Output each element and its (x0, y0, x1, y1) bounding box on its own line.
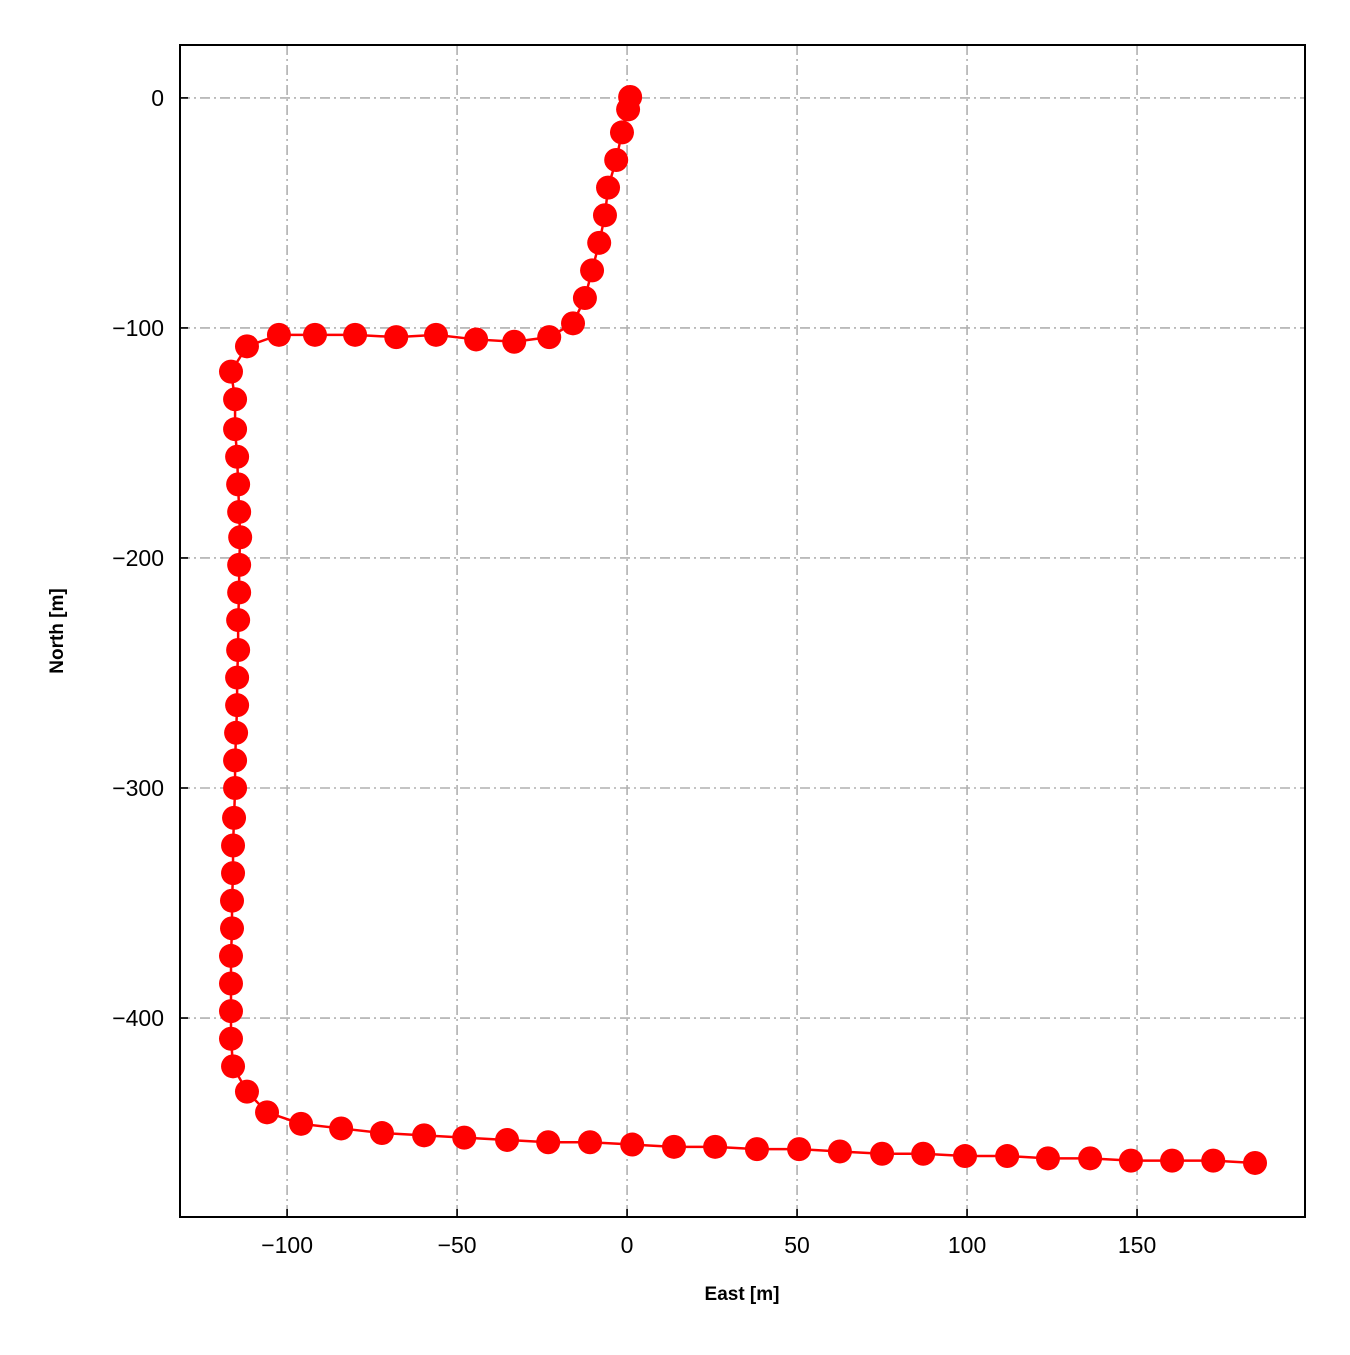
marker (572, 286, 597, 311)
marker (218, 1026, 243, 1051)
x-tick-label: 0 (621, 1232, 634, 1258)
marker (1160, 1148, 1185, 1173)
marker (1035, 1146, 1060, 1171)
marker (787, 1137, 812, 1162)
marker (223, 387, 248, 412)
marker (609, 120, 634, 145)
marker (329, 1116, 354, 1141)
marker (661, 1134, 686, 1159)
marker (369, 1121, 394, 1146)
marker (266, 322, 291, 347)
marker (225, 693, 250, 718)
marker (220, 916, 245, 941)
line (229, 96, 1256, 1165)
y-tick-label: −400 (112, 1005, 164, 1031)
marker (255, 1100, 280, 1125)
marker (234, 1079, 259, 1104)
marker (225, 665, 250, 690)
marker (911, 1141, 936, 1166)
marker (302, 322, 327, 347)
marker (227, 499, 252, 524)
marker (226, 472, 251, 497)
x-axis-label: East [m] (705, 1284, 780, 1305)
marker (587, 230, 612, 255)
marker (227, 580, 252, 605)
marker (536, 1130, 561, 1155)
marker (616, 97, 641, 122)
marker (221, 833, 246, 858)
marker (744, 1137, 769, 1162)
marker (827, 1139, 852, 1164)
marker (218, 359, 243, 384)
marker (221, 1054, 246, 1079)
marker (228, 525, 253, 550)
marker (620, 1132, 645, 1157)
marker (223, 417, 248, 442)
marker (223, 775, 248, 800)
marker (412, 1123, 437, 1148)
y-axis-label: North [m] (47, 588, 68, 673)
marker (384, 325, 409, 350)
marker (561, 311, 586, 336)
marker (464, 327, 489, 352)
marker (226, 637, 251, 662)
marker (870, 1141, 895, 1166)
marker (218, 971, 243, 996)
x-tick-label: 150 (1118, 1232, 1156, 1258)
marker (1201, 1148, 1226, 1173)
y-tick-label: −200 (112, 545, 164, 571)
marker (1078, 1146, 1103, 1171)
marker (452, 1125, 477, 1150)
marker (495, 1127, 520, 1152)
x-tick-label: −100 (261, 1232, 313, 1258)
marker (221, 861, 246, 886)
marker (604, 148, 629, 173)
marker (1243, 1150, 1268, 1175)
marker (220, 888, 245, 913)
marker (1118, 1148, 1143, 1173)
marker (537, 325, 562, 350)
marker (289, 1111, 314, 1136)
y-tick-label: 0 (151, 85, 164, 111)
marker (596, 175, 621, 200)
marker (953, 1144, 978, 1169)
marker (226, 608, 251, 633)
x-tick-label: 50 (784, 1232, 810, 1258)
marker (502, 329, 527, 354)
marker (580, 258, 605, 283)
x-tick-label: 100 (948, 1232, 986, 1258)
marker (223, 748, 248, 773)
marker (703, 1134, 728, 1159)
marker (224, 720, 249, 745)
marker (234, 334, 259, 359)
plot-frame (179, 44, 1306, 1218)
marker (218, 943, 243, 968)
marker (222, 805, 247, 830)
marker (225, 444, 250, 469)
x-tick-label: −50 (438, 1232, 477, 1258)
marker (218, 999, 243, 1024)
marker (227, 552, 252, 577)
marker (592, 203, 617, 228)
marker (578, 1130, 603, 1155)
y-tick-label: −100 (112, 315, 164, 341)
y-tick-label: −300 (112, 775, 164, 801)
marker (995, 1144, 1020, 1169)
marker (343, 322, 368, 347)
marker (424, 322, 449, 347)
